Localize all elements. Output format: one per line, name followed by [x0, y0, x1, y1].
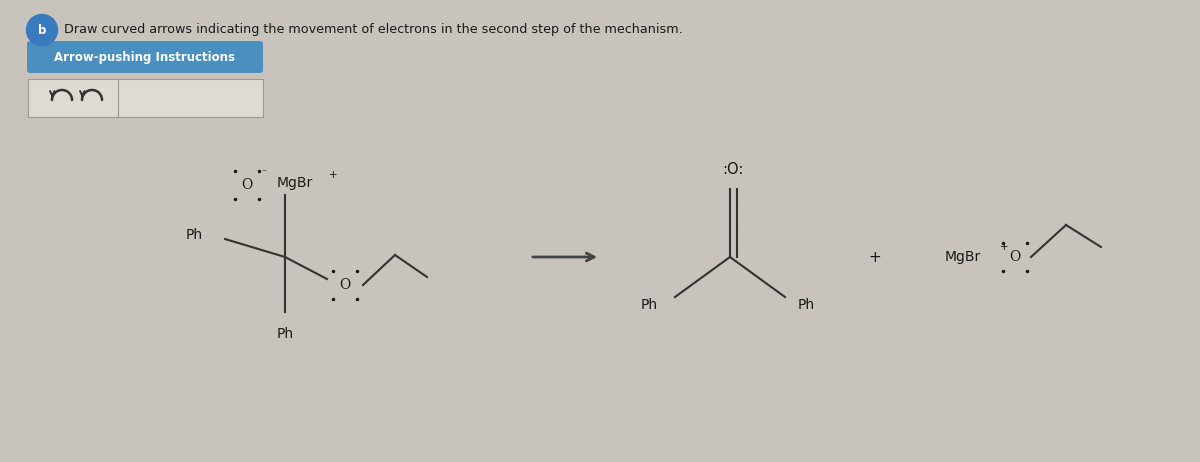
Text: +: +: [329, 170, 337, 180]
Text: b: b: [38, 24, 46, 36]
Text: O: O: [1009, 250, 1021, 264]
Text: ⁻: ⁻: [262, 168, 266, 178]
Text: O: O: [241, 178, 253, 192]
FancyBboxPatch shape: [28, 41, 263, 73]
Text: Ph: Ph: [798, 298, 815, 312]
Text: +: +: [869, 249, 881, 265]
Text: Ph: Ph: [641, 298, 658, 312]
FancyBboxPatch shape: [28, 79, 263, 117]
Circle shape: [26, 14, 58, 45]
Text: +: +: [1000, 242, 1009, 252]
Text: MgBr: MgBr: [277, 176, 313, 190]
Text: MgBr: MgBr: [946, 250, 982, 264]
Text: Arrow-pushing Instructions: Arrow-pushing Instructions: [54, 50, 235, 63]
Text: Ph: Ph: [186, 228, 203, 242]
Text: :O:: :O:: [722, 162, 744, 177]
Text: O: O: [340, 278, 350, 292]
Text: Ph: Ph: [276, 327, 294, 341]
Text: Draw curved arrows indicating the movement of electrons in the second step of th: Draw curved arrows indicating the moveme…: [64, 24, 683, 36]
